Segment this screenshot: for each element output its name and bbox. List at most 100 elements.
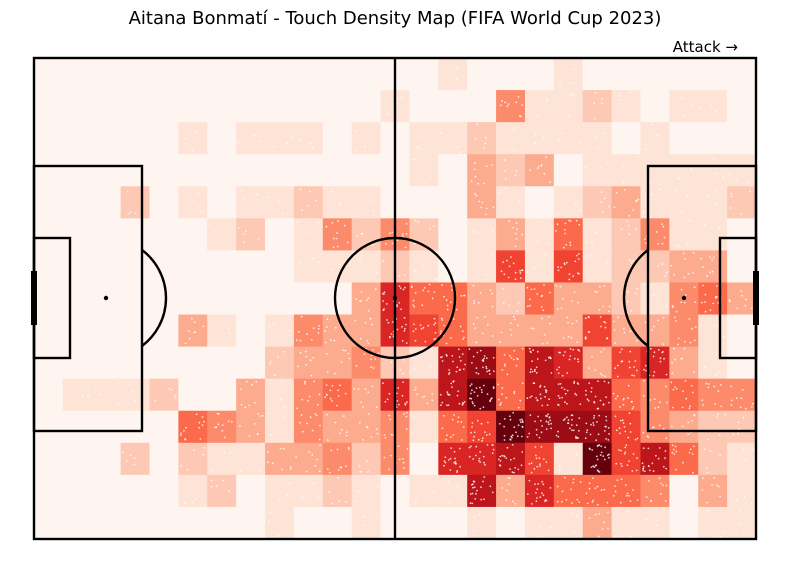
touch-point (658, 401, 661, 404)
touch-point (470, 431, 472, 434)
heatmap-cell (178, 378, 208, 412)
touch-point (503, 354, 506, 356)
touch-point (449, 457, 452, 460)
touch-points (82, 67, 755, 538)
touch-point (557, 266, 559, 268)
touch-point (606, 337, 608, 340)
touch-point (345, 465, 347, 468)
touch-point (607, 439, 610, 441)
touch-point (614, 485, 616, 488)
heatmap-cell (611, 314, 641, 347)
touch-point (470, 180, 473, 183)
touch-point (519, 272, 522, 274)
touch-point (564, 351, 566, 353)
touch-point (367, 342, 370, 345)
touch-point (412, 299, 415, 302)
heatmap-cell (91, 378, 122, 412)
touch-point (372, 199, 374, 202)
touch-point (602, 348, 605, 350)
touch-point (533, 370, 536, 373)
heatmap-cell (467, 442, 497, 476)
heatmap-cell (149, 58, 179, 91)
touch-point (714, 403, 717, 405)
touch-point (596, 421, 598, 423)
touch-point (699, 106, 702, 109)
touch-point (673, 316, 676, 319)
touch-point (528, 479, 531, 482)
touch-point (645, 496, 648, 498)
touch-point (338, 500, 341, 502)
touch-point (599, 399, 602, 402)
touch-point (636, 499, 639, 501)
touch-point (680, 301, 683, 304)
touch-point (268, 326, 271, 328)
touch-point (375, 511, 377, 514)
touch-point (592, 477, 594, 479)
heatmap-cell (265, 474, 295, 508)
heatmap-cell (34, 378, 64, 412)
touch-point (478, 457, 481, 460)
touch-point (557, 214, 560, 217)
touch-point (662, 316, 665, 319)
heatmap-cell (727, 506, 757, 540)
touch-point (603, 320, 605, 323)
heatmap-cell (582, 122, 612, 155)
center-spot (392, 295, 398, 301)
touch-point (418, 147, 420, 150)
touch-point (683, 301, 686, 304)
touch-point (558, 351, 560, 354)
touch-point (627, 436, 630, 439)
heatmap-cell (582, 410, 612, 444)
touch-point (375, 406, 378, 409)
touch-point (535, 457, 538, 460)
touch-point (215, 426, 218, 429)
touch-point (540, 397, 542, 400)
touch-point (440, 404, 442, 407)
touch-point (711, 258, 714, 261)
touch-point (599, 166, 601, 169)
touch-point (730, 385, 732, 388)
heatmap-cell (149, 250, 179, 283)
touch-point (483, 355, 486, 357)
touch-point (645, 518, 648, 521)
touch-point (474, 175, 477, 178)
touch-point (711, 484, 713, 486)
heatmap-cell (293, 378, 324, 412)
touch-point (492, 356, 495, 359)
heatmap-cell (34, 154, 64, 187)
heatmap-cell (120, 442, 150, 476)
touch-point (483, 147, 485, 150)
touch-point (448, 371, 451, 374)
touch-point (545, 461, 548, 463)
touch-point (475, 492, 477, 495)
touch-point (483, 476, 486, 478)
touch-point (403, 317, 406, 319)
heatmap-cell (34, 474, 64, 508)
touch-point (600, 445, 603, 448)
touch-point (131, 390, 134, 393)
touch-point (633, 366, 635, 368)
touch-point (601, 210, 604, 213)
touch-point (309, 142, 312, 145)
touch-point (737, 432, 740, 435)
touch-point (521, 233, 523, 236)
touch-point (529, 371, 532, 374)
touch-point (359, 258, 362, 261)
heatmap-cell (409, 314, 439, 347)
right-penalty-arc (622, 249, 649, 347)
touch-point (270, 434, 272, 436)
touch-point (483, 315, 486, 318)
touch-point (596, 485, 599, 488)
touch-point (471, 426, 473, 428)
touch-point (608, 205, 611, 208)
touch-point (530, 471, 533, 474)
touch-point (489, 289, 492, 292)
touch-point (267, 412, 270, 414)
heatmap-cell (698, 186, 728, 219)
heatmap-cell (236, 58, 266, 91)
heatmap-cell (207, 410, 237, 444)
touch-point (281, 380, 284, 383)
heatmap-cell (62, 378, 93, 412)
heatmap-cell (322, 506, 353, 540)
touch-point (508, 477, 511, 480)
